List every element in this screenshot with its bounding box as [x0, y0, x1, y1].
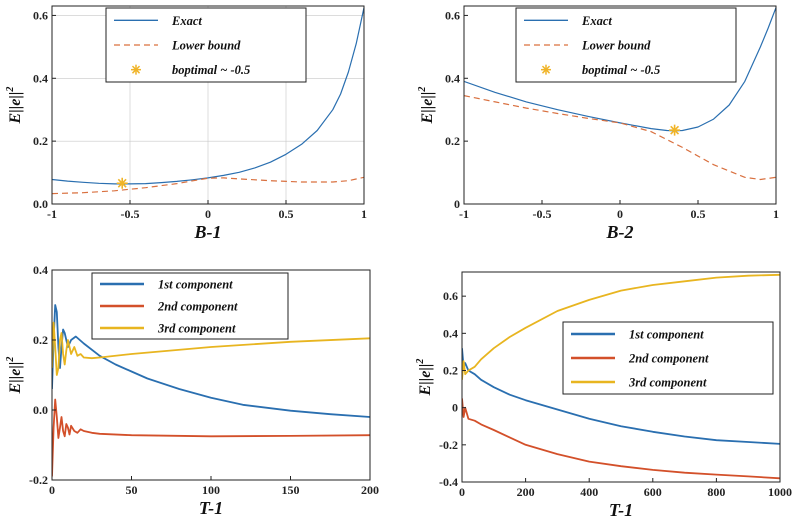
legend-label: Lower bound	[171, 39, 241, 53]
y-tick-label: 0.4	[33, 263, 48, 277]
y-axis-label-superscript: 2	[415, 359, 426, 365]
y-tick-label: -0.2	[439, 438, 458, 452]
y-tick-label: 0.6	[445, 8, 460, 22]
x-tick-label: -0.5	[121, 207, 140, 221]
x-axis-label: T-1	[609, 500, 633, 520]
y-tick-label: 0	[452, 401, 458, 415]
legend-label: 2nd component	[628, 352, 709, 366]
x-tick-label: -0.5	[533, 207, 552, 221]
x-tick-label: 400	[580, 485, 598, 499]
x-tick-label: 0	[49, 483, 55, 497]
y-tick-label: 0.4	[445, 71, 460, 85]
y-tick-label: 0.4	[33, 71, 48, 85]
y-tick-label: 0.6	[33, 8, 48, 22]
y-axis-label: E||e||2	[5, 357, 24, 395]
legend-label: 3rd component	[628, 376, 707, 390]
series-line-2	[52, 176, 364, 195]
x-tick-label: 1	[773, 207, 779, 221]
series-line-3	[52, 321, 370, 376]
legend: Exact Lower bound boptimal ~ -0.5	[515, 7, 737, 83]
y-axis-label-superscript: 2	[5, 357, 16, 363]
legend-label: 1st component	[158, 278, 233, 292]
series-line-1	[52, 304, 370, 418]
y-tick-label: 0.2	[33, 333, 48, 347]
series-line-1	[52, 7, 364, 185]
y-tick-label: 0.2	[33, 134, 48, 148]
series-line-1	[462, 348, 780, 445]
x-tick-label: 0	[459, 485, 465, 499]
legend-label: 3rd component	[157, 322, 236, 336]
x-axis-label: T-1	[199, 498, 223, 518]
x-tick-label: 200	[361, 483, 379, 497]
x-axis-label: B-1	[194, 222, 222, 242]
x-tick-label: 50	[126, 483, 138, 497]
y-tick-label: 0.4	[443, 326, 458, 340]
legend: 1st component 2nd component 3rd component	[91, 272, 289, 340]
y-tick-label: 0.2	[445, 134, 460, 148]
series-line-2	[462, 398, 780, 480]
legend-label: Lower bound	[581, 39, 651, 53]
legend-label: 1st component	[629, 328, 704, 342]
legend-label: 2nd component	[157, 300, 238, 314]
x-tick-label: 200	[517, 485, 535, 499]
series-line-3	[462, 273, 780, 380]
x-tick-label: 0	[617, 207, 623, 221]
legend-marker	[541, 65, 551, 74]
series-line-2	[464, 95, 776, 181]
y-tick-label: -0.2	[29, 473, 48, 487]
legend-label: Exact	[171, 14, 202, 28]
legend-label: boptimal ~ -0.5	[172, 63, 250, 77]
y-tick-label: -0.4	[439, 475, 458, 489]
y-tick-label: 0.0	[33, 403, 48, 417]
y-axis-label: E||e||2	[417, 87, 436, 125]
y-tick-label: 0.0	[33, 197, 48, 211]
chart-panel-1: -1 -0.5 0 0.5 1 0.0 0.2 0.4 0.6 B-1 E||e||2 Exact Lo…	[5, 5, 367, 242]
x-tick-label: 0	[205, 207, 211, 221]
optimal-marker	[669, 124, 681, 136]
chart-panel-4: 0 200 400 600 800 1000 -0.4 -0.2 0 0.2 0.4 0.6 T-1 E|…	[415, 271, 792, 520]
chart-panel-3: 0 50 100 150 200 -0.2 0.0 0.2 0.4 T-1 E||e||2 1st c…	[5, 263, 379, 518]
legend: 1st component 2nd component 3rd component	[562, 321, 774, 395]
series-line-2	[52, 398, 370, 477]
y-axis-label: E||e||2	[5, 87, 24, 125]
y-tick-label: 0	[454, 197, 460, 211]
x-tick-label: 800	[707, 485, 725, 499]
x-tick-label: 0.5	[691, 207, 706, 221]
legend-label: boptimal ~ -0.5	[582, 63, 660, 77]
x-tick-label: 100	[202, 483, 220, 497]
x-axis-label: B-2	[606, 222, 634, 242]
y-tick-label: 0.6	[443, 289, 458, 303]
plot-frame	[461, 271, 781, 483]
x-tick-label: -1	[459, 207, 469, 221]
x-tick-label: -1	[47, 207, 57, 221]
x-tick-label: 1000	[768, 485, 792, 499]
x-tick-label: 1	[361, 207, 367, 221]
y-axis-label: E||e||2	[415, 359, 434, 397]
chart-panel-2: -1 -0.5 0 0.5 1 0 0.2 0.4 0.6 B-2 E||e||2 Exact Lowe…	[417, 5, 779, 242]
x-tick-label: 600	[644, 485, 662, 499]
x-tick-label: 0.5	[279, 207, 294, 221]
legend-marker	[131, 65, 141, 74]
x-tick-label: 150	[282, 483, 300, 497]
y-axis-label-superscript: 2	[417, 87, 428, 93]
optimal-marker	[116, 177, 128, 189]
legend: Exact Lower bound boptimal ~ -0.5	[105, 7, 307, 83]
legend-label: Exact	[581, 14, 612, 28]
y-tick-label: 0.2	[443, 363, 458, 377]
y-axis-label-superscript: 2	[5, 87, 16, 93]
